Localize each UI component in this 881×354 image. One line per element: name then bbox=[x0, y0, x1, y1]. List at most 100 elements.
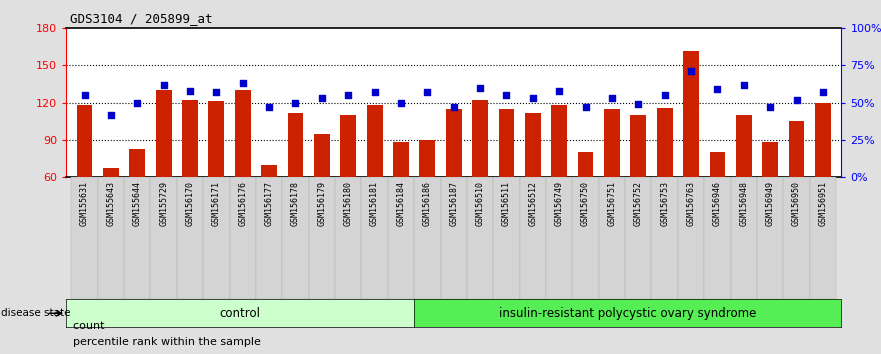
Text: GSM156178: GSM156178 bbox=[291, 181, 300, 225]
Bar bbox=[414, 177, 440, 299]
Point bbox=[632, 101, 646, 107]
Bar bbox=[762, 142, 778, 177]
Point bbox=[657, 92, 671, 98]
Bar bbox=[788, 121, 804, 177]
Bar bbox=[177, 177, 204, 299]
Point bbox=[552, 88, 566, 93]
Text: GSM156511: GSM156511 bbox=[502, 181, 511, 225]
Bar bbox=[182, 100, 198, 177]
Text: GSM155644: GSM155644 bbox=[133, 181, 142, 225]
Bar bbox=[366, 105, 382, 177]
Point bbox=[447, 104, 461, 110]
Bar bbox=[472, 100, 488, 177]
Bar bbox=[552, 105, 567, 177]
Text: GSM156948: GSM156948 bbox=[739, 181, 748, 225]
Text: GDS3104 / 205899_at: GDS3104 / 205899_at bbox=[70, 12, 213, 25]
Bar bbox=[256, 177, 282, 299]
Text: GSM156180: GSM156180 bbox=[344, 181, 352, 225]
Bar bbox=[156, 90, 172, 177]
Bar bbox=[815, 103, 831, 177]
Point bbox=[236, 80, 250, 86]
Text: GSM155729: GSM155729 bbox=[159, 181, 168, 225]
Bar bbox=[493, 177, 520, 299]
Bar bbox=[730, 177, 757, 299]
Point bbox=[710, 86, 724, 92]
Point bbox=[737, 82, 751, 88]
Text: control: control bbox=[219, 307, 261, 320]
Bar bbox=[388, 177, 414, 299]
Bar bbox=[783, 177, 810, 299]
Point bbox=[816, 90, 830, 95]
Text: GSM156751: GSM156751 bbox=[607, 181, 617, 225]
Bar bbox=[546, 177, 573, 299]
Bar bbox=[308, 177, 335, 299]
Text: GSM156951: GSM156951 bbox=[818, 181, 827, 225]
Text: GSM156510: GSM156510 bbox=[476, 181, 485, 225]
Bar bbox=[704, 177, 730, 299]
Point bbox=[473, 85, 487, 91]
Point bbox=[763, 104, 777, 110]
Point bbox=[78, 92, 92, 98]
Bar bbox=[419, 140, 435, 177]
Text: GSM156176: GSM156176 bbox=[238, 181, 248, 225]
Point bbox=[789, 97, 803, 103]
Text: insulin-resistant polycystic ovary syndrome: insulin-resistant polycystic ovary syndr… bbox=[499, 307, 756, 320]
Bar bbox=[393, 142, 409, 177]
Text: GSM156946: GSM156946 bbox=[713, 181, 722, 225]
Point bbox=[526, 95, 540, 101]
Bar bbox=[230, 177, 256, 299]
Bar bbox=[683, 51, 699, 177]
Bar bbox=[677, 177, 704, 299]
Bar bbox=[499, 109, 515, 177]
Text: GSM156750: GSM156750 bbox=[581, 181, 590, 225]
Bar bbox=[626, 177, 651, 299]
Text: GSM156170: GSM156170 bbox=[186, 181, 195, 225]
Bar bbox=[71, 177, 98, 299]
Bar bbox=[335, 177, 361, 299]
Text: GSM156187: GSM156187 bbox=[449, 181, 458, 225]
Text: GSM155631: GSM155631 bbox=[80, 181, 89, 225]
Text: percentile rank within the sample: percentile rank within the sample bbox=[66, 337, 261, 347]
Point bbox=[394, 100, 408, 105]
Bar bbox=[736, 115, 751, 177]
Point bbox=[684, 69, 698, 74]
Bar bbox=[656, 108, 672, 177]
Text: GSM156749: GSM156749 bbox=[555, 181, 564, 225]
Bar bbox=[757, 177, 783, 299]
Bar bbox=[282, 177, 308, 299]
Point bbox=[130, 100, 144, 105]
Bar bbox=[235, 90, 251, 177]
Text: GSM156181: GSM156181 bbox=[370, 181, 379, 225]
Text: GSM155643: GSM155643 bbox=[107, 181, 115, 225]
Bar bbox=[525, 113, 541, 177]
Bar bbox=[98, 177, 124, 299]
Bar bbox=[261, 165, 277, 177]
Point bbox=[157, 82, 171, 88]
Text: GSM156186: GSM156186 bbox=[423, 181, 432, 225]
Text: GSM156949: GSM156949 bbox=[766, 181, 774, 225]
Bar bbox=[340, 115, 356, 177]
Text: GSM156171: GSM156171 bbox=[212, 181, 221, 225]
Bar bbox=[709, 152, 725, 177]
Bar bbox=[520, 177, 546, 299]
Point bbox=[420, 90, 434, 95]
Text: GSM156177: GSM156177 bbox=[264, 181, 274, 225]
Bar bbox=[573, 177, 599, 299]
Point bbox=[104, 112, 118, 118]
Bar bbox=[467, 177, 493, 299]
Bar bbox=[440, 177, 467, 299]
Bar bbox=[124, 177, 151, 299]
Text: count: count bbox=[66, 321, 105, 331]
Bar bbox=[578, 152, 594, 177]
Text: GSM156184: GSM156184 bbox=[396, 181, 405, 225]
Bar bbox=[604, 109, 620, 177]
Point bbox=[315, 95, 329, 101]
Point bbox=[367, 90, 381, 95]
Bar bbox=[810, 177, 836, 299]
Bar bbox=[77, 105, 93, 177]
Point bbox=[183, 88, 197, 93]
Bar bbox=[204, 177, 230, 299]
Point bbox=[579, 104, 593, 110]
Point bbox=[288, 100, 302, 105]
Bar bbox=[287, 113, 303, 177]
